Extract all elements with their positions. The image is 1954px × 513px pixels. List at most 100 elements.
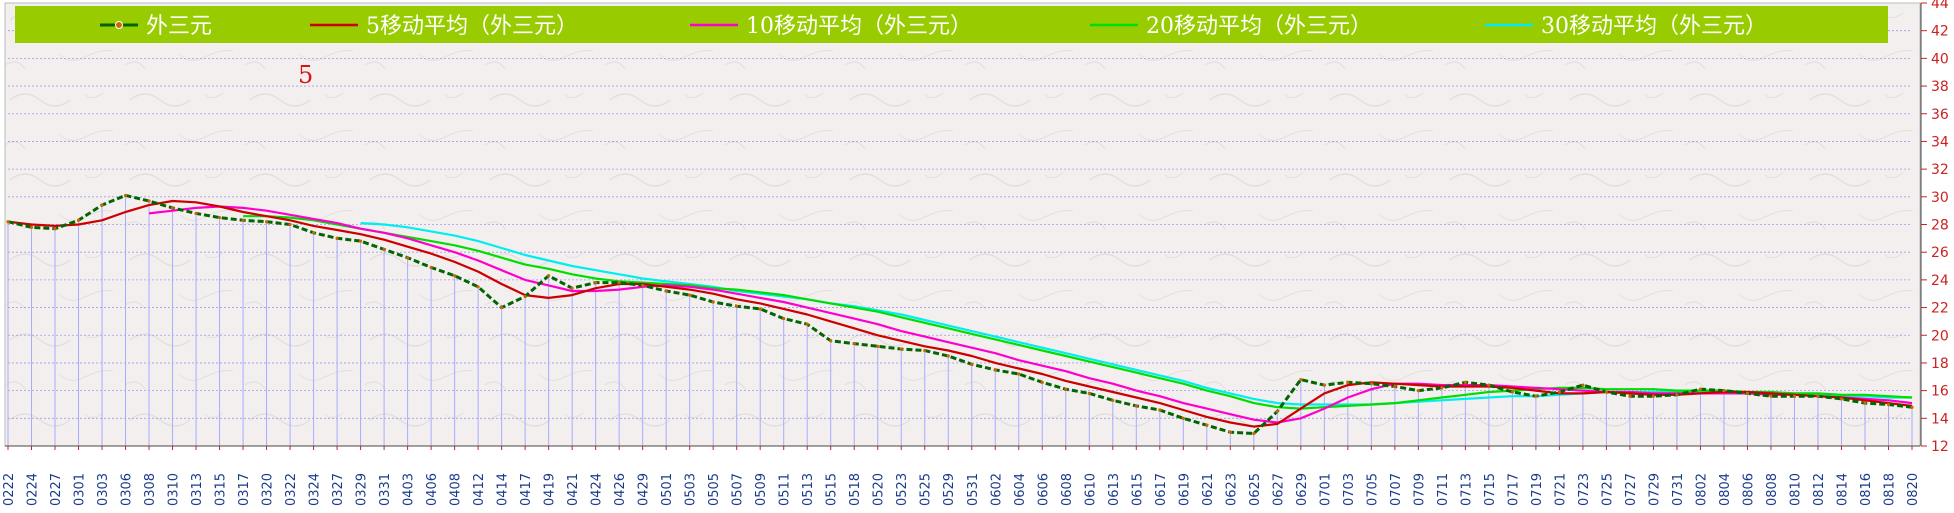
y-tick-label: 12 [1931,439,1949,455]
y-tick-label: 32 [1931,162,1949,178]
x-tick-label: 0701 [1318,473,1333,506]
data-point [1158,408,1162,412]
data-point [1322,383,1326,387]
x-tick-label: 0816 [1859,473,1874,506]
x-tick-label: 0625 [1248,473,1263,506]
x-tick-label: 0317 [237,473,252,506]
x-tick-label: 0703 [1342,473,1357,506]
x-tick-label: 0520 [872,473,887,506]
x-tick-label: 0417 [519,473,534,506]
data-point [1510,390,1514,394]
data-point [1299,377,1303,382]
data-point [288,222,292,227]
x-tick-label: 0610 [1083,473,1098,506]
x-tick-label: 0531 [966,473,981,506]
x-tick-label: 0511 [778,473,793,506]
data-point [1534,394,1538,398]
y-tick-label: 24 [1931,273,1949,289]
x-tick-label: 0227 [49,473,64,506]
data-point [735,304,739,308]
x-tick-label: 0818 [1882,473,1897,506]
legend-label: 5移动平均（外三元） [366,14,578,39]
x-tick-label: 0727 [1624,473,1639,506]
legend-label: 30移动平均（外三元） [1541,14,1767,39]
data-point [1675,393,1679,397]
x-tick-label: 0604 [1013,473,1028,506]
x-tick-label: 0303 [96,473,111,506]
data-point [970,362,974,366]
x-tick-label: 0812 [1812,473,1827,506]
y-tick-label: 34 [1931,134,1949,150]
x-tick-label: 0320 [261,473,276,506]
data-point [1275,409,1279,413]
data-point [1017,372,1021,376]
data-point [1839,397,1844,401]
x-tick-label: 0308 [143,473,158,506]
data-point [1698,387,1703,391]
x-tick-label: 0525 [919,473,934,506]
data-point [1064,387,1068,391]
data-point [123,193,128,198]
data-point [1816,394,1820,398]
data-point [264,220,269,224]
x-tick-label: 0324 [308,473,323,506]
data-point [1769,394,1773,398]
data-point [1205,423,1209,427]
x-tick-label: 0222 [2,473,17,506]
y-axis: 12 14 16 18 20 22 24 26 28 30 32 34 36 38 40 42 44 [1920,0,1949,455]
data-point [358,239,363,243]
data-point [1745,391,1750,395]
data-point [382,247,386,252]
data-point [570,286,574,290]
data-point [711,300,715,304]
data-point [1040,380,1044,384]
x-tick-label: 0310 [167,473,182,506]
x-tick-label: 0814 [1835,473,1850,506]
data-point [29,225,34,229]
data-point [1228,430,1232,434]
data-point [1487,383,1491,387]
legend: 外三元 5移动平均（外三元） 10移动平均（外三元） 20移动平均（外三元） 30移动平… [100,14,1767,39]
y-tick-label: 26 [1931,245,1949,261]
data-point [1346,380,1350,384]
data-point [594,281,598,285]
data-point [170,206,175,210]
data-point [1557,390,1562,394]
y-tick-label: 18 [1931,356,1949,372]
data-point [805,322,809,326]
x-tick-label: 0617 [1154,473,1169,506]
x-tick-label: 0715 [1483,473,1498,506]
data-point [664,289,668,293]
x-tick-label: 0505 [707,473,722,506]
x-tick-label: 0627 [1271,473,1286,506]
data-point [1581,383,1585,387]
x-tick-label: 0301 [73,473,88,506]
data-point [899,347,903,351]
x-tick-label: 0322 [284,473,299,506]
x-tick-label: 0621 [1201,473,1216,506]
data-point [1369,382,1373,386]
x-tick-label: 0224 [26,473,41,506]
x-tick-label: 0406 [425,473,440,506]
x-tick-label: 0424 [590,473,605,506]
data-point [1863,401,1867,405]
x-tick-label: 0403 [402,473,417,506]
series-lines [6,193,1914,436]
x-tick-label: 0820 [1906,473,1921,506]
data-point [523,294,527,299]
x-tick-label: 0513 [801,473,816,506]
data-point [53,227,57,231]
data-point [147,199,151,203]
x-tick-label: 0725 [1600,473,1615,506]
y-tick-label: 28 [1931,218,1949,234]
x-tick-label: 0523 [895,473,910,506]
x-tick-label: 0731 [1671,473,1686,506]
data-point [194,211,198,216]
legend-label: 10移动平均（外三元） [746,14,972,39]
x-tick-label: 0719 [1530,473,1545,506]
x-tick-label: 0608 [1060,473,1075,506]
y-tick-label: 38 [1931,79,1949,95]
data-point [1252,431,1256,436]
x-tick-label: 0509 [754,473,769,506]
